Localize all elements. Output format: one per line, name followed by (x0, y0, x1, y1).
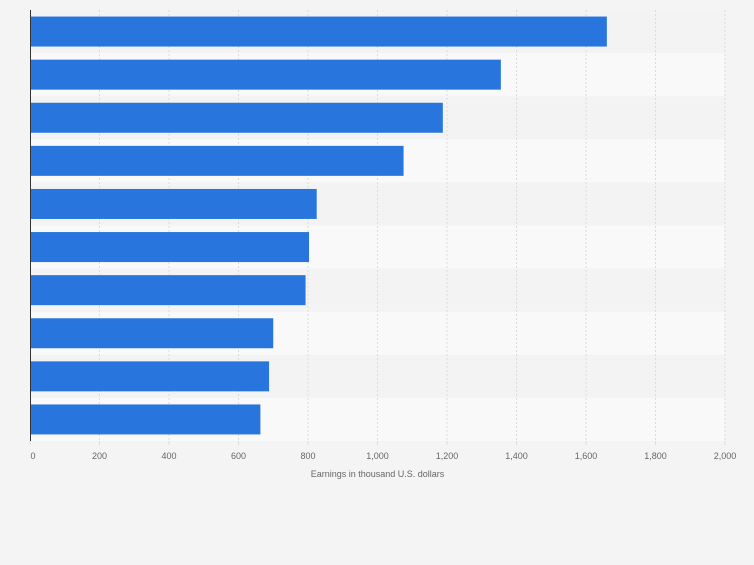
bar (30, 318, 274, 349)
bars (30, 16, 607, 435)
tick-label: 2,000 (714, 451, 737, 461)
tick-label: 1,600 (575, 451, 598, 461)
bar (30, 102, 443, 133)
bar (30, 404, 261, 435)
bar (30, 275, 306, 306)
bar (30, 361, 270, 392)
bar (30, 145, 404, 176)
tick-label: 0 (30, 451, 35, 461)
tick-label: 600 (231, 451, 246, 461)
tick-label: 1,200 (436, 451, 459, 461)
tick-label: 400 (161, 451, 176, 461)
bar (30, 16, 607, 47)
x-axis-ticks: 0 200 400 600 800 1,000 1,200 1,400 1,600 1,800 2,… (29, 441, 737, 461)
bar (30, 232, 310, 263)
tick-label: 200 (92, 451, 107, 461)
tick-label: 1,400 (505, 451, 528, 461)
bar (30, 188, 317, 219)
tick-label: 1,800 (644, 451, 667, 461)
x-axis-label: Earnings in thousand U.S. dollars (311, 469, 445, 479)
bar (30, 59, 501, 90)
tick-label: 1,000 (366, 451, 389, 461)
tick-label: 800 (300, 451, 315, 461)
